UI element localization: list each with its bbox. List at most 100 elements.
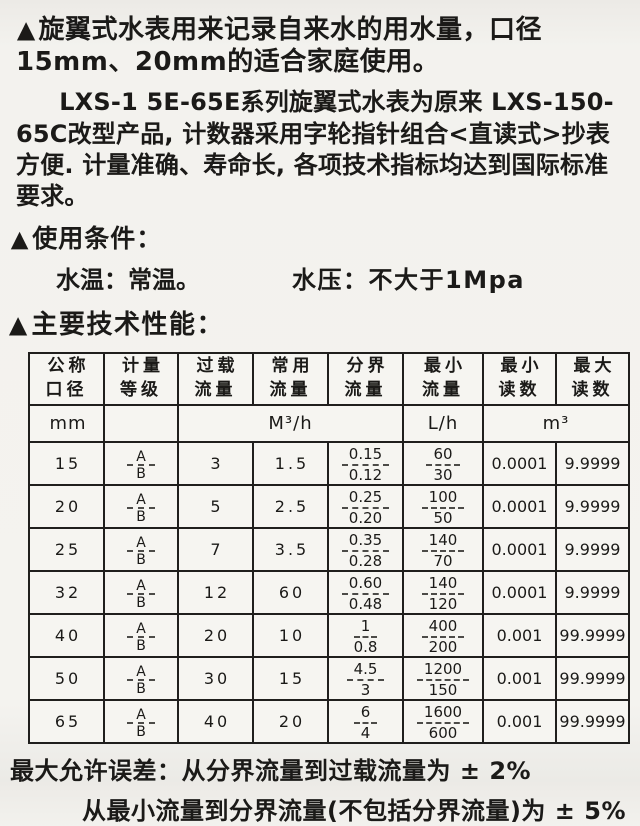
grade-bottom: B (136, 638, 146, 655)
cell-common-flow: 3.5 (252, 527, 329, 573)
col-header-diameter: 公称 口径 (28, 352, 105, 407)
grade-top: A (127, 707, 155, 725)
min-flow-top: 140 (421, 575, 465, 595)
cell-min-flow: 100 50 (402, 484, 484, 530)
intro-text-1: 旋翼式水表用来记录自来水的用水量，口径15mm、20mm的适合家庭使用。 (16, 15, 543, 78)
cell-diameter: 40 (28, 613, 105, 659)
cell-min-flow: 400 200 (402, 613, 484, 659)
min-flow-top: 400 (421, 618, 465, 638)
header-row: 公称 口径 计量 等级 过载 流量 常用 流量 分界 流量 最小 流量 最小 读… (28, 352, 630, 407)
boundary-top: 6 (353, 704, 378, 724)
boundary-top: 1 (353, 618, 378, 638)
min-flow-bottom: 30 (433, 465, 453, 484)
grade-top: A (127, 449, 155, 467)
cell-overload-flow: 7 (177, 527, 254, 573)
cell-max-reading: 9.9999 (555, 441, 630, 487)
cell-overload-flow: 20 (177, 613, 254, 659)
min-flow-bottom: 120 (428, 594, 458, 613)
bullet-triangle-icon: ▲ (8, 311, 29, 340)
col-header-min-flow: 最小 流量 (402, 352, 484, 407)
cell-diameter: 25 (28, 527, 105, 573)
document-page: ▲ 旋翼式水表用来记录自来水的用水量，口径15mm、20mm的适合家庭使用。 LX… (8, 15, 632, 825)
usage-conditions-row: 水温：常温。 水压：不大于1Mpa (56, 260, 632, 295)
spec-table: 公称 口径 计量 等级 过载 流量 常用 流量 分界 流量 最小 流量 最小 读… (28, 352, 630, 745)
cell-boundary-flow: 0.60 0.48 (327, 570, 404, 616)
cell-max-reading: 99.9999 (555, 656, 630, 702)
cell-max-reading: 9.9999 (555, 484, 630, 530)
boundary-bottom: 0.8 (353, 637, 378, 656)
cell-common-flow: 60 (252, 570, 329, 616)
col-header-boundary-flow: 分界 流量 (327, 352, 404, 407)
boundary-bottom: 0.12 (348, 465, 383, 484)
boundary-bottom: 4 (360, 723, 371, 742)
cell-min-reading: 0.0001 (482, 484, 557, 530)
min-flow-top: 60 (426, 446, 460, 466)
performance-heading: ▲ 主要技术性能： (8, 304, 632, 341)
cell-min-flow: 1600 600 (402, 699, 484, 745)
grade-top: A (127, 578, 155, 596)
boundary-top: 0.15 (341, 446, 390, 466)
min-flow-bottom: 200 (428, 637, 458, 656)
cell-min-reading: 0.001 (482, 699, 557, 745)
col-header-overload-flow: 过载 流量 (177, 352, 254, 407)
cell-diameter: 50 (28, 656, 105, 702)
cell-min-flow: 1200 150 (402, 656, 484, 702)
min-flow-top: 140 (421, 532, 465, 552)
col-header-common-flow: 常用 流量 (252, 352, 329, 407)
cell-min-flow: 60 30 (402, 441, 484, 487)
col-header-min-reading: 最小 读数 (482, 352, 557, 407)
unit-min-flow: L/h (402, 404, 484, 444)
min-flow-bottom: 600 (428, 723, 458, 742)
cell-overload-flow: 12 (177, 570, 254, 616)
bullet-triangle-icon: ▲ (16, 16, 36, 44)
grade-top: A (127, 664, 155, 682)
intro-paragraph-2: LXS-1 5E-65E系列旋翼式水表为原来 LXS-150-65C改型产品, … (16, 88, 614, 211)
performance-heading-text: 主要技术性能： (31, 310, 225, 341)
cell-min-reading: 0.001 (482, 613, 557, 659)
cell-boundary-flow: 4.5 3 (327, 656, 404, 702)
boundary-bottom: 0.28 (348, 551, 383, 570)
cell-common-flow: 15 (252, 656, 329, 702)
min-flow-bottom: 50 (433, 508, 453, 527)
cell-max-reading: 9.9999 (555, 527, 630, 573)
cell-diameter: 20 (28, 484, 105, 530)
cell-min-flow: 140 70 (402, 527, 484, 573)
unit-flow: M³/h (177, 404, 404, 444)
cell-common-flow: 20 (252, 699, 329, 745)
cell-boundary-flow: 1 0.8 (327, 613, 404, 659)
boundary-bottom: 3 (360, 680, 371, 699)
boundary-top: 0.35 (341, 532, 390, 552)
boundary-top: 0.25 (341, 489, 390, 509)
boundary-bottom: 0.20 (348, 508, 383, 527)
cell-diameter: 15 (28, 441, 105, 487)
cell-common-flow: 1.5 (252, 441, 329, 487)
usage-conditions-heading: ▲ 使用条件： (10, 219, 632, 255)
cell-overload-flow: 5 (177, 484, 254, 530)
max-error-line-2: 从最小流量到分界流量(不包括分界流量)为 ± 5% (82, 797, 627, 826)
cell-diameter: 65 (28, 699, 105, 745)
cell-overload-flow: 3 (177, 441, 254, 487)
cell-common-flow: 2.5 (252, 484, 329, 530)
col-header-max-reading: 最大 读数 (555, 352, 630, 407)
cell-min-reading: 0.0001 (482, 527, 557, 573)
min-flow-top: 1600 (416, 704, 470, 724)
unit-diameter: mm (28, 404, 105, 444)
cell-boundary-flow: 0.25 0.20 (327, 484, 404, 530)
max-error-line-1: 最大允许误差：从分界流量到过载流量为 ± 2% (10, 757, 532, 786)
cell-boundary-flow: 0.15 0.12 (327, 441, 404, 487)
min-flow-bottom: 70 (433, 551, 453, 570)
cell-max-reading: 99.9999 (555, 699, 630, 745)
cell-boundary-flow: 0.35 0.28 (327, 527, 404, 573)
